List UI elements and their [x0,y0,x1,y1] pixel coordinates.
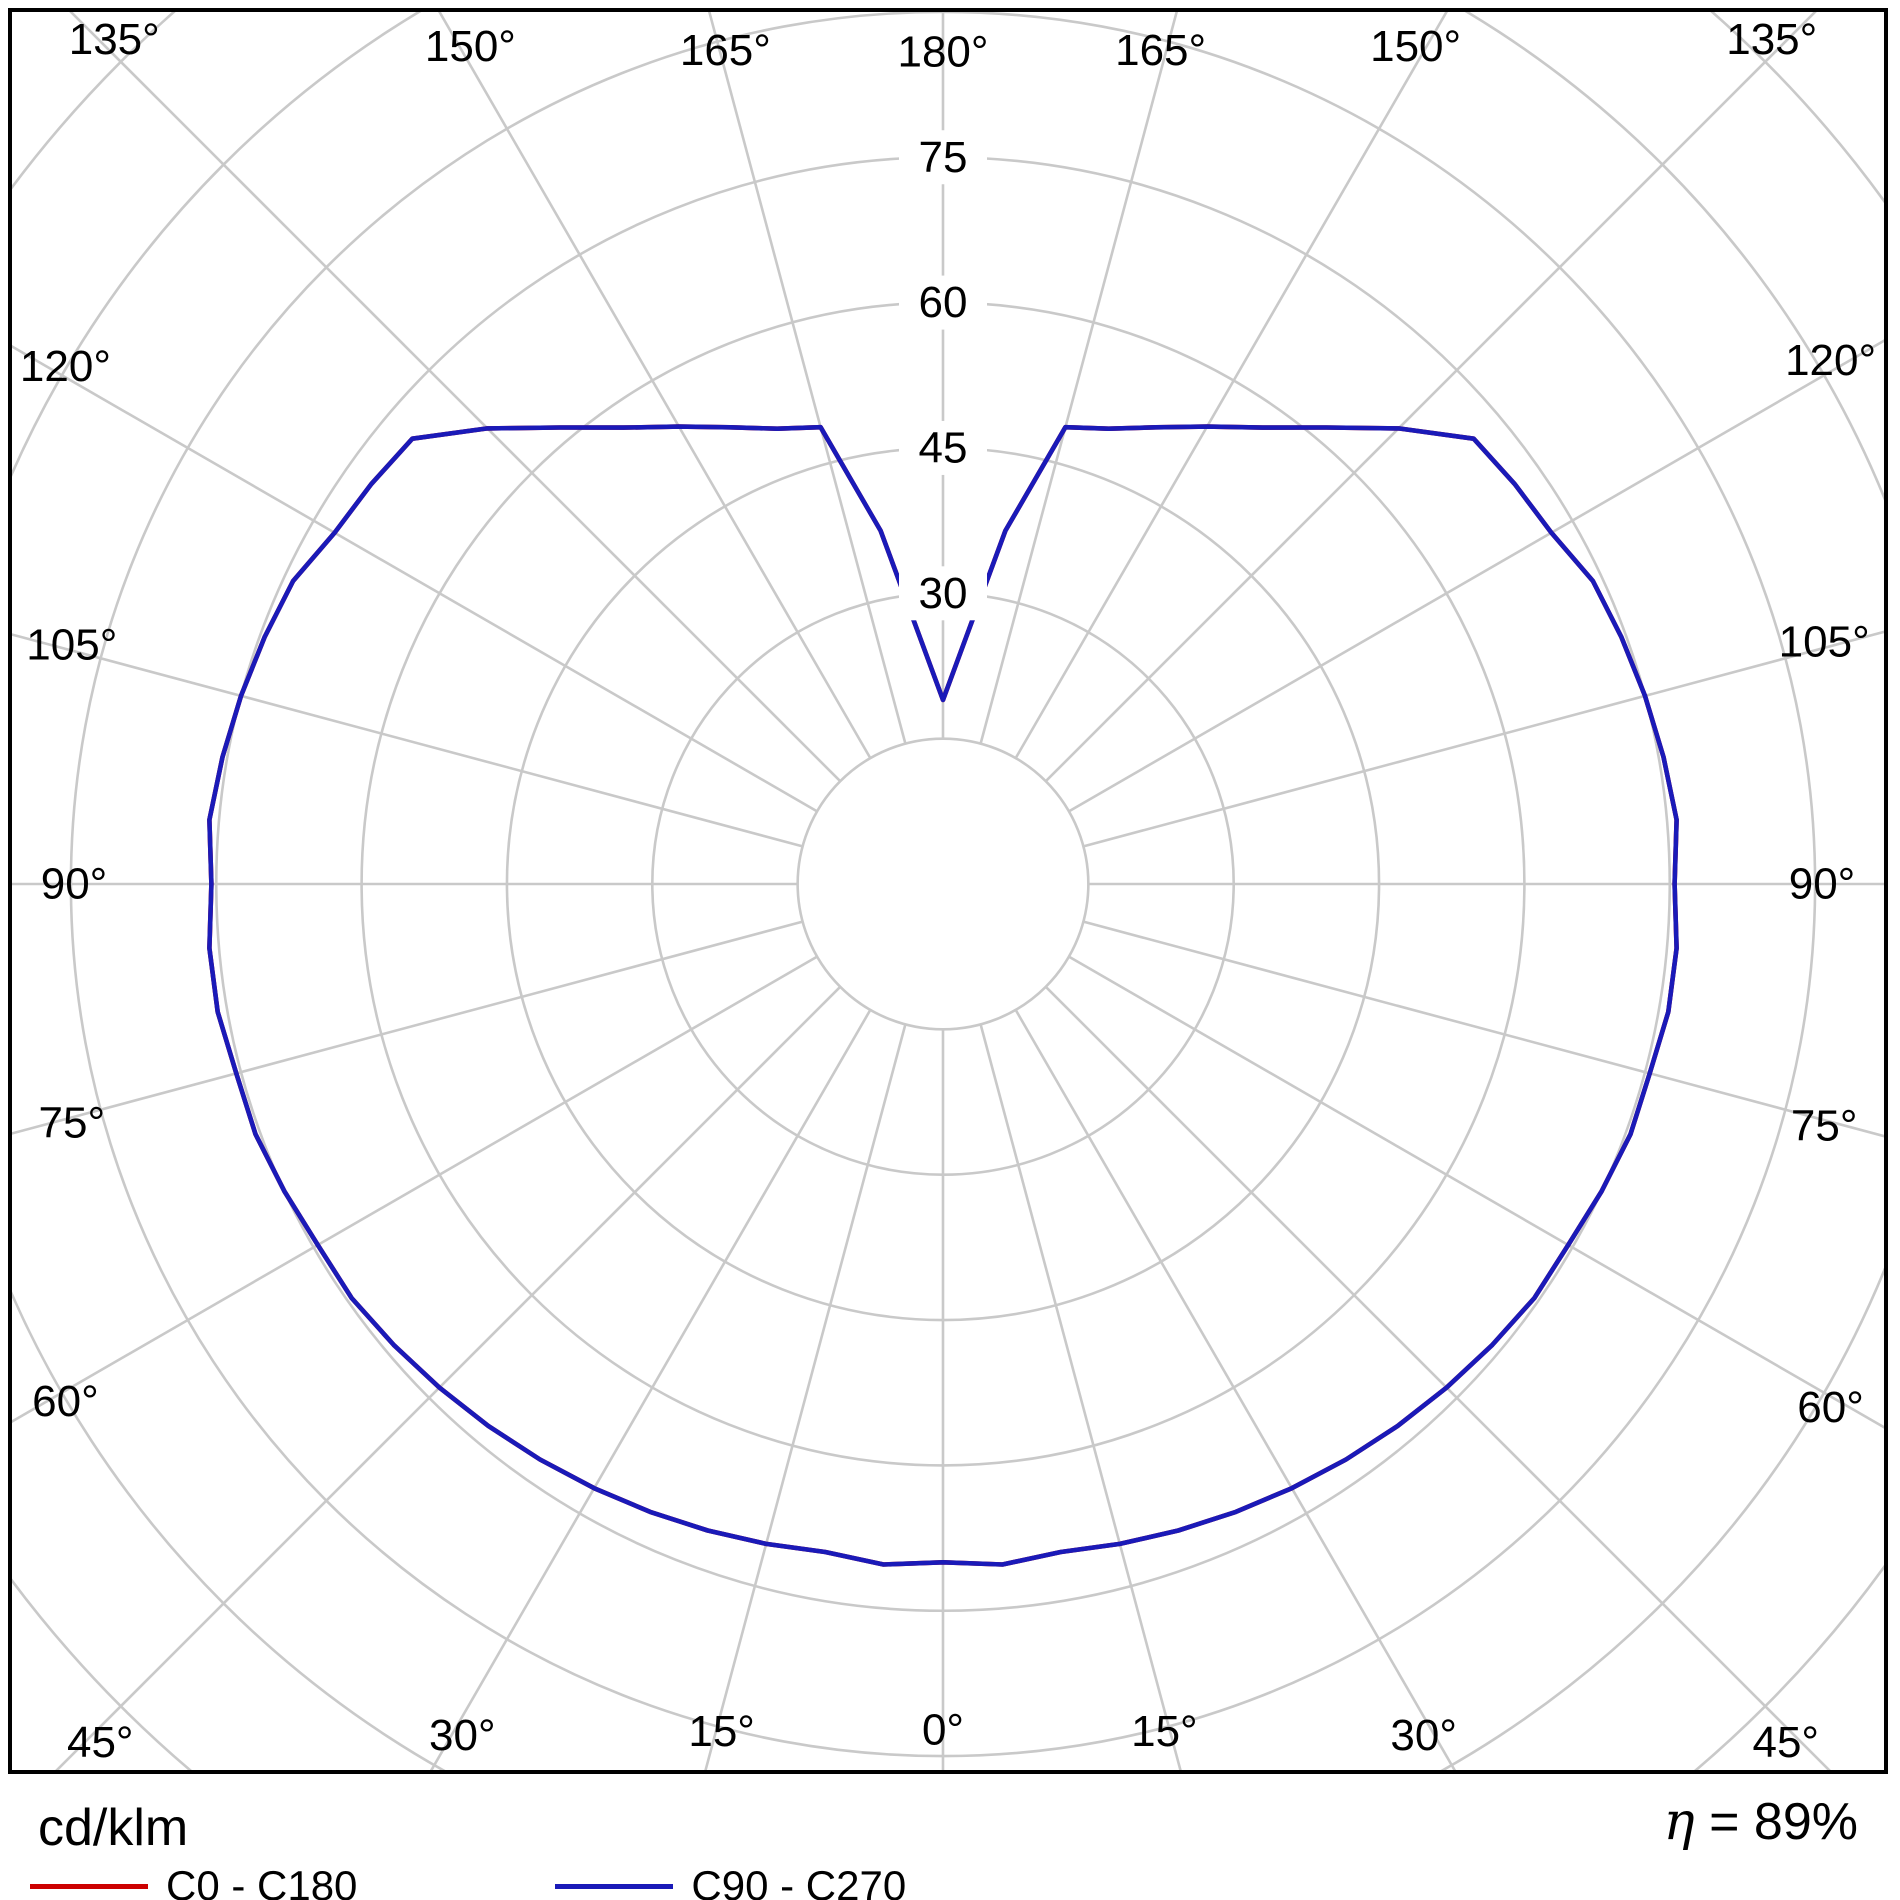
svg-text:45°: 45° [67,1718,134,1767]
svg-text:90°: 90° [41,860,108,909]
legend-label-c90-c270: C90 - C270 [691,1862,907,1900]
svg-text:75°: 75° [1791,1101,1858,1150]
svg-text:15°: 15° [688,1707,755,1756]
svg-text:120°: 120° [1785,336,1876,385]
svg-text:135°: 135° [1726,15,1817,64]
svg-text:60°: 60° [32,1377,99,1426]
svg-text:30°: 30° [1390,1711,1457,1760]
ring-labels: 30 45 60 75 [899,130,987,621]
svg-text:90°: 90° [1789,860,1856,909]
svg-text:135°: 135° [69,15,160,64]
svg-text:75: 75 [919,133,968,182]
legend-label-c0-c180: C0 - C180 [166,1862,358,1900]
unit-label: cd/klm [38,1799,189,1857]
legend-item-c0-c180: C0 - C180 [30,1862,357,1900]
svg-text:105°: 105° [1779,618,1870,667]
eta-value: = 89% [1694,1793,1858,1851]
legend-line-red [30,1883,148,1889]
svg-text:165°: 165° [680,26,771,75]
svg-text:75°: 75° [39,1099,106,1148]
curve-c90-c270 [207,424,1679,1567]
chart-frame [8,8,1888,1774]
angle-labels: 0° 15° 15° 30° 30° 45° 45° 60° 60° 75° 75° 90° 90° 10… [20,15,1876,1767]
svg-text:45°: 45° [1752,1718,1819,1767]
legend-item-c90-c270: C90 - C270 [555,1862,906,1900]
legend: C0 - C180 C90 - C270 [30,1862,1086,1900]
svg-text:0°: 0° [922,1706,964,1755]
svg-text:30°: 30° [429,1711,496,1760]
svg-text:60°: 60° [1797,1383,1864,1432]
svg-text:15°: 15° [1131,1707,1198,1756]
svg-text:105°: 105° [26,620,117,669]
svg-text:30: 30 [919,569,968,618]
svg-text:45: 45 [919,423,968,472]
svg-text:165°: 165° [1115,26,1206,75]
svg-text:180°: 180° [897,28,988,77]
efficiency-label: η = 89% [1664,1792,1859,1852]
legend-line-blue [555,1883,674,1889]
curves [207,424,1679,1567]
svg-text:150°: 150° [1370,22,1461,71]
svg-text:60: 60 [919,278,968,327]
svg-text:150°: 150° [425,22,516,71]
svg-text:120°: 120° [20,342,111,391]
eta-symbol: η [1663,1792,1695,1852]
